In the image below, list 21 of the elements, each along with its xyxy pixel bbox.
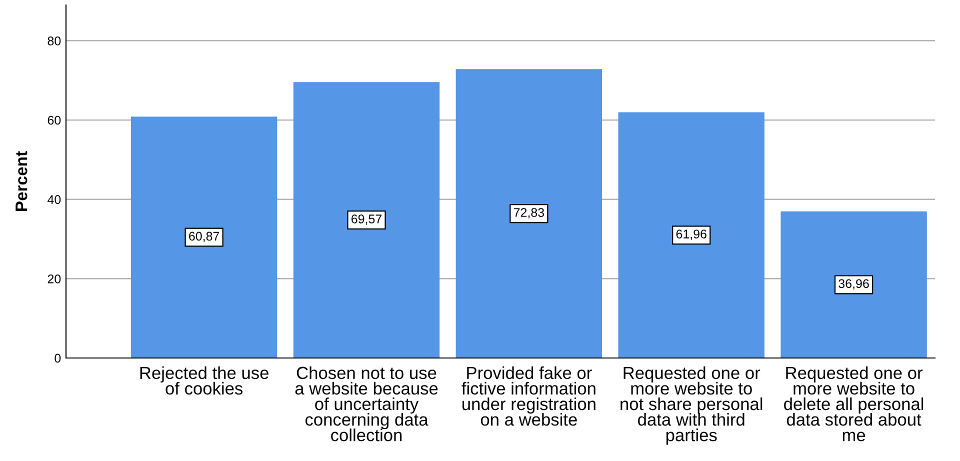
y-tick-label: 80 xyxy=(48,36,61,46)
data-label: 36,96 xyxy=(838,279,869,290)
data-label: 69,57 xyxy=(351,214,382,225)
y-tick-label: 20 xyxy=(48,274,61,284)
data-label: 60,87 xyxy=(189,232,220,242)
x-tick-label: Requested one or more website to delete all personal data stored about me xyxy=(784,366,924,442)
y-tick-label: 40 xyxy=(48,195,61,204)
data-label: 72,83 xyxy=(514,208,544,218)
y-axis-title: Percent xyxy=(16,151,28,211)
x-tick-label: Requested one or more website to not share personal data with third parties xyxy=(620,366,762,445)
y-tick-label: 0 xyxy=(54,354,61,363)
bar xyxy=(618,112,764,358)
x-tick-label: Provided fake or fictive information under registration on a website xyxy=(462,366,596,426)
bar xyxy=(780,211,927,358)
bar xyxy=(293,82,440,358)
bar xyxy=(456,69,602,358)
y-tick-label: 60 xyxy=(48,116,61,125)
x-tick-label: Chosen not to use a website because of uncertainty concerning data collection xyxy=(295,366,438,442)
data-label: 61,96 xyxy=(676,230,706,240)
x-tick-label: Rejected the use of cookies xyxy=(140,366,268,395)
bar xyxy=(130,116,278,358)
